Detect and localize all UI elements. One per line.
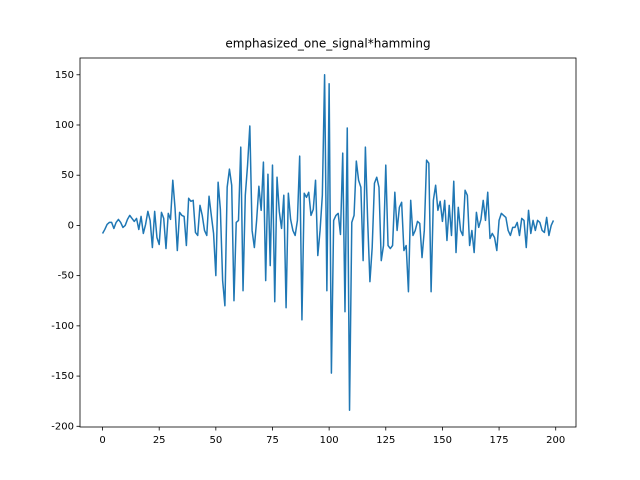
y-tick-label: 50	[61, 170, 74, 181]
x-tick-label: 175	[490, 435, 509, 446]
y-tick-label: 150	[55, 70, 74, 81]
y-tick-label: 100	[55, 120, 74, 131]
y-tick-label: -200	[51, 421, 74, 432]
y-tick-label: 0	[68, 220, 74, 231]
x-tick-label: 50	[209, 435, 222, 446]
x-tick-label: 200	[546, 435, 565, 446]
plot-frame	[79, 57, 577, 428]
y-tick-label: -50	[58, 271, 74, 282]
x-tick-label: 125	[376, 435, 395, 446]
x-tick-label: 100	[320, 435, 339, 446]
y-tick-label: -150	[51, 371, 74, 382]
data-line	[101, 74, 555, 411]
x-tick-label: 25	[153, 435, 166, 446]
x-tick-label: 0	[99, 435, 105, 446]
x-tick-label: 150	[433, 435, 452, 446]
x-tick-label: 75	[266, 435, 279, 446]
y-tick-label: -100	[51, 321, 74, 332]
chart-title: emphasized_one_signal*hamming	[225, 37, 430, 51]
